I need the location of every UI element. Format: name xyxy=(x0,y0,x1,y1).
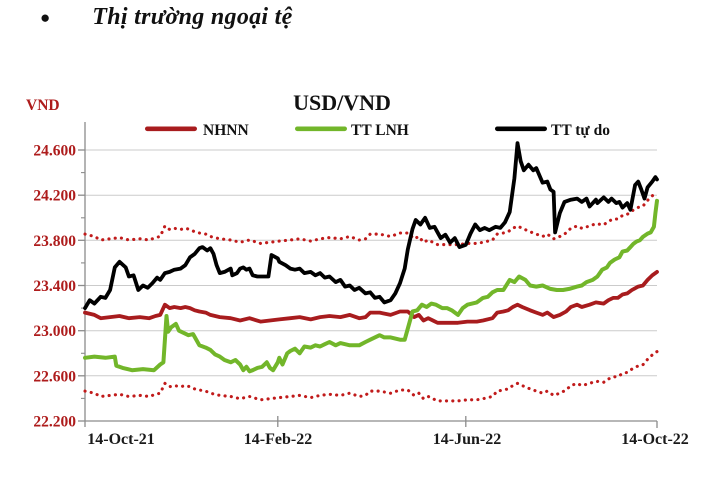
legend-swatch-ttlnh xyxy=(295,126,347,132)
x-tick-label: 14-Oct-21 xyxy=(87,431,155,448)
x-tick-label: 14-Oct-22 xyxy=(621,431,689,448)
y-tick-label: 24.600 xyxy=(33,143,76,160)
legend-swatch-ttfudo xyxy=(495,126,547,132)
legend-swatch-nhnn xyxy=(145,126,197,132)
section-heading-text: Thị trường ngoại tệ xyxy=(92,4,293,30)
y-tick-label: 23.800 xyxy=(33,233,76,250)
series-nhnn-line xyxy=(83,269,659,325)
legend: NHNN TT LNH TT tự do xyxy=(145,122,610,139)
y-tick-label: 24.200 xyxy=(33,188,76,205)
x-tick-label: 14-Jun-22 xyxy=(433,431,501,448)
y-tick-label: 23.400 xyxy=(33,278,76,295)
legend-item-ttfudo: TT tự do xyxy=(495,122,610,139)
series-ttlnh-line xyxy=(83,198,659,374)
chart-title: USD/VND xyxy=(293,90,391,115)
legend-label-ttfudo: TT tự do xyxy=(551,122,610,139)
legend-item-ttlnh: TT LNH xyxy=(295,122,409,139)
usdvnd-chart: VND USD/VND NHNN TT LNH TT tự do 24.6002… xyxy=(26,90,689,448)
x-tick-label: 14-Feb-22 xyxy=(244,431,312,448)
legend-item-nhnn: NHNN xyxy=(145,122,249,139)
legend-label-nhnn: NHNN xyxy=(203,122,249,139)
bullet-icon: ● xyxy=(40,7,51,27)
band-lower-dotted xyxy=(83,350,659,403)
y-tick-label: 23.000 xyxy=(33,323,76,340)
y-tick-label: 22.600 xyxy=(33,368,76,385)
plot-area: 24.600 24.200 23.800 23.400 23.000 22.600 22.2… xyxy=(33,122,689,448)
section-heading: ● Thị trường ngoại tệ xyxy=(40,4,293,31)
y-tick-label: 22.200 xyxy=(33,414,76,431)
legend-label-ttlnh: TT LNH xyxy=(351,122,409,139)
y-axis-unit-label: VND xyxy=(26,97,60,114)
series-ttfudo-line xyxy=(83,141,659,311)
